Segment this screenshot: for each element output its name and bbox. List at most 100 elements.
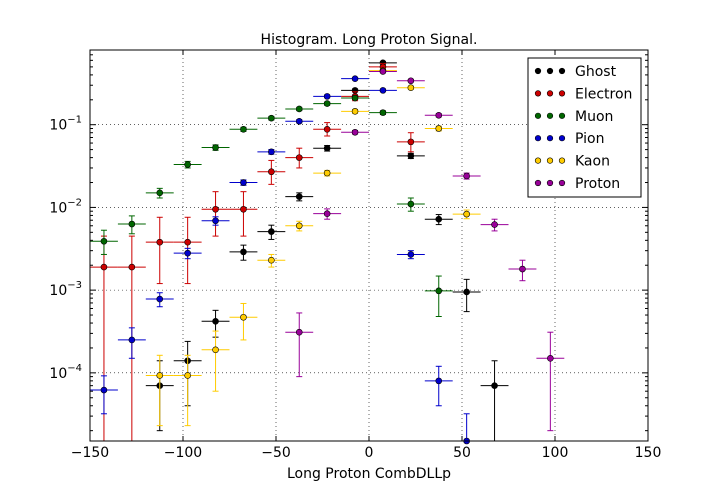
data-point [351,94,359,102]
legend-item-muon: Muon [534,109,613,125]
data-point [351,108,359,115]
data-point [268,114,275,122]
legend-item-electron: Electron [534,86,632,102]
legend-marker [558,157,566,164]
data-point [240,179,247,186]
data-point [323,210,331,217]
data-point [100,263,108,271]
data-point [491,221,498,228]
data-point [156,372,164,379]
data-point [407,152,415,160]
data-point [128,263,136,271]
data-point [240,248,247,256]
data-point [128,220,136,228]
y-tick-label: 10−4 [49,363,82,382]
y-tick-label: 10−3 [49,280,82,299]
data-point [323,100,331,107]
data-point [379,109,387,116]
series-layer [90,59,565,445]
data-point [268,148,275,156]
data-point [240,205,247,213]
data-point [240,125,247,133]
data-point [323,144,331,152]
data-point [212,144,219,151]
y-tick-label-exponent: −1 [67,115,82,126]
data-point [295,105,303,113]
y-tick-label: 10−1 [49,115,82,134]
y-tick-label-base: 10 [49,283,67,299]
legend-label: Pion [575,131,604,147]
data-point [268,256,275,264]
legend-marker [546,179,554,187]
legend-marker [534,179,542,187]
data-point [463,210,470,218]
data-point [295,222,303,230]
x-tick-label: 150 [635,445,662,461]
legend-item-ghost: Ghost [534,64,617,80]
y-tick-label-exponent: −2 [67,197,82,208]
data-point [212,217,219,225]
data-point [407,200,415,208]
series-muon [90,94,453,317]
legend-marker [546,90,554,97]
legend-label: Proton [575,176,620,192]
legend-item-kaon: Kaon [534,154,610,170]
data-point [435,287,443,295]
data-point [295,154,303,161]
data-point [156,295,164,303]
data-point [407,84,415,92]
x-tick-label: 0 [365,445,374,461]
data-point [435,125,443,132]
data-point [100,237,108,245]
legend-box [527,57,642,198]
legend-item-pion: Pion [534,131,604,147]
data-point [240,313,247,321]
data-point [407,77,415,85]
series-proton [285,68,565,432]
data-point [435,111,443,119]
data-point [184,161,191,168]
x-tick-label: −50 [261,445,291,461]
data-point [323,169,331,177]
data-point [184,372,191,379]
data-point [212,205,219,213]
data-point [463,288,470,296]
x-tick-label: −150 [71,445,109,461]
legend-marker [534,112,542,119]
legend-marker [534,67,542,75]
y-tick-label-exponent: −3 [67,280,82,291]
data-point [295,117,303,125]
data-point [519,265,526,273]
legend-marker [558,179,566,187]
x-tick-label: −100 [164,445,202,461]
data-point [379,87,387,94]
legend-marker [546,112,554,119]
x-axis-title: Long Proton CombDLLp [287,466,451,482]
data-point [435,215,443,223]
legend-marker [534,90,542,97]
y-tick-label-base: 10 [49,118,67,134]
legend-marker [558,112,566,119]
data-point [156,189,164,197]
data-point [128,336,136,344]
legend-marker [546,67,554,75]
legend: Ghost Electron Muon Pion Kaon Proton [527,57,642,198]
data-point [407,251,415,258]
legend-label: Kaon [575,154,610,170]
data-point [323,125,331,133]
legend-label: Electron [575,86,632,102]
data-point [323,93,331,100]
data-point [212,346,219,354]
data-point [463,172,470,180]
data-point [351,75,359,82]
data-point [295,193,303,200]
legend-marker [534,157,542,164]
data-point [379,68,387,75]
series-pion [90,75,481,445]
x-tick-label: 100 [542,445,569,461]
legend-marker [546,135,554,142]
data-point [351,128,359,136]
data-point [491,382,498,389]
